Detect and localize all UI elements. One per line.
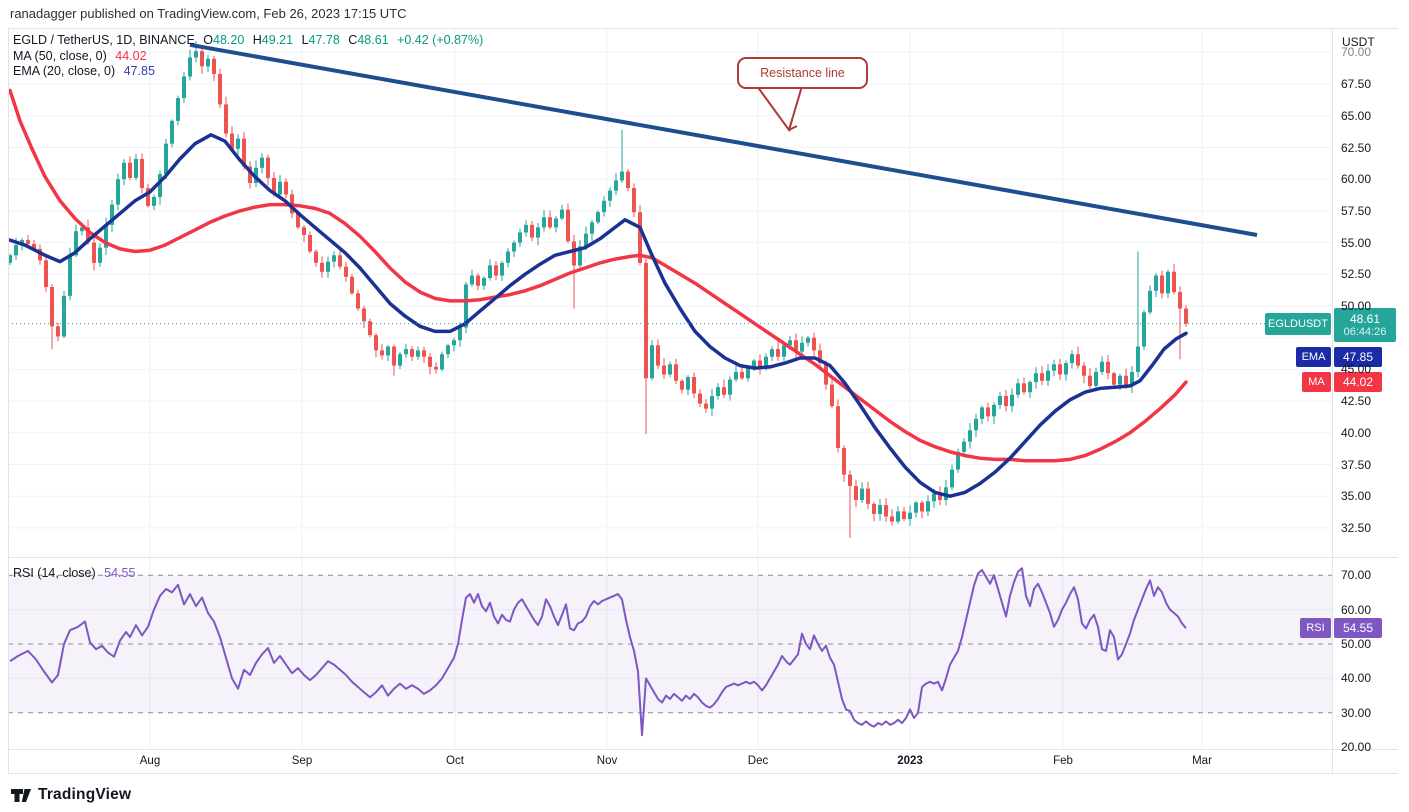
time-axis-border	[8, 749, 1398, 750]
ohlc-close: C48.61	[348, 33, 389, 47]
time-axis-label[interactable]: Dec	[747, 755, 769, 767]
pane-separator[interactable]	[8, 557, 1398, 558]
price-tick-label: 55.00	[1341, 235, 1372, 250]
price-tick-label: 37.50	[1341, 457, 1372, 472]
rsi-tick-label: 40.00	[1341, 671, 1372, 686]
price-tick-label: 35.00	[1341, 489, 1372, 504]
chart-border-bottom	[8, 773, 1398, 774]
ema-legend-row: EMA (20, close, 0) 47.85	[13, 64, 483, 80]
price-tick-label: 45.00	[1341, 362, 1372, 377]
chart-legend: EGLD / TetherUS, 1D, BINANCE O48.20 H49.…	[13, 33, 483, 80]
symbol-badge-chip: EGLDUSDT	[1265, 313, 1331, 335]
price-tick-label: 60.00	[1341, 172, 1372, 187]
price-tick-label: 67.50	[1341, 77, 1372, 92]
resistance-line-callout[interactable]: Resistance line	[737, 57, 868, 89]
price-tick-label: 65.00	[1341, 108, 1372, 123]
time-axis-label[interactable]: Feb	[1053, 755, 1073, 767]
publish-attribution: ranadagger published on TradingView.com,…	[10, 6, 407, 21]
rsi-indicator-value: 54.55	[104, 566, 136, 580]
symbol-title: EGLD / TetherUS, 1D, BINANCE	[13, 33, 195, 47]
last-price-badge: 48.61 06:44:26	[1334, 308, 1396, 342]
ma-legend-row: MA (50, close, 0) 44.02	[13, 49, 483, 65]
ema-value-badge: 47.85	[1334, 347, 1382, 367]
price-axis-border[interactable]	[1332, 28, 1333, 773]
time-axis-label[interactable]: Sep	[291, 755, 313, 767]
price-tick-label: 70.00	[1341, 45, 1372, 60]
ma-value-badge: 44.02	[1334, 372, 1382, 392]
ohlc-open: O48.20	[203, 33, 245, 47]
pane-border-top	[8, 28, 1398, 29]
price-tick-label: 32.50	[1341, 520, 1372, 535]
time-axis-label[interactable]: 2023	[897, 755, 923, 767]
ohlc-low: L47.78	[301, 33, 340, 47]
ohlc-change: +0.42 (+0.87%)	[397, 33, 484, 47]
price-tick-label: 42.50	[1341, 394, 1372, 409]
rsi-value-badge: 54.55	[1334, 618, 1382, 638]
price-tick-label: 50.00	[1341, 299, 1372, 313]
tradingview-logo-text: TradingView	[38, 786, 132, 803]
ema-indicator-value: 47.85	[123, 64, 155, 78]
rsi-badge-chip: RSI	[1300, 618, 1331, 638]
pane-border-left	[8, 28, 9, 773]
time-axis-label[interactable]: Oct	[446, 755, 464, 767]
price-tick-label: 57.50	[1341, 203, 1372, 218]
time-axis-label[interactable]: Aug	[139, 755, 161, 767]
rsi-tick-label: 20.00	[1341, 740, 1372, 755]
resistance-line-label: Resistance line	[760, 66, 845, 80]
rsi-tick-label: 70.00	[1341, 568, 1372, 583]
price-tick-label: 52.50	[1341, 267, 1372, 282]
rsi-tick-label: 60.00	[1341, 602, 1372, 617]
rsi-tick-label: 30.00	[1341, 705, 1372, 720]
symbol-legend-row: EGLD / TetherUS, 1D, BINANCE O48.20 H49.…	[13, 33, 483, 49]
ema-indicator-label: EMA (20, close, 0)	[13, 64, 116, 78]
ma-badge-chip: MA	[1302, 372, 1331, 392]
ema-badge-chip: EMA	[1296, 347, 1331, 367]
ohlc-high: H49.21	[252, 33, 294, 47]
time-axis-label[interactable]: Nov	[596, 755, 618, 767]
rsi-legend: RSI (14, close) 54.55	[13, 566, 135, 580]
ma-indicator-label: MA (50, close, 0)	[13, 48, 107, 63]
tradingview-logo-icon	[11, 788, 31, 802]
last-price-value: 48.61	[1349, 312, 1381, 326]
price-axis-currency: USDT	[1342, 35, 1375, 49]
ma-indicator-value: 44.02	[115, 48, 147, 63]
price-tick-label: 40.00	[1341, 425, 1372, 440]
price-tick-label: 62.50	[1341, 140, 1372, 155]
rsi-tick-label: 50.00	[1341, 637, 1372, 651]
tradingview-logo[interactable]: TradingView	[10, 786, 131, 804]
time-axis-label[interactable]: Mar	[1192, 755, 1212, 767]
bar-countdown: 06:44:26	[1343, 326, 1387, 338]
rsi-indicator-label: RSI (14, close)	[13, 566, 96, 580]
